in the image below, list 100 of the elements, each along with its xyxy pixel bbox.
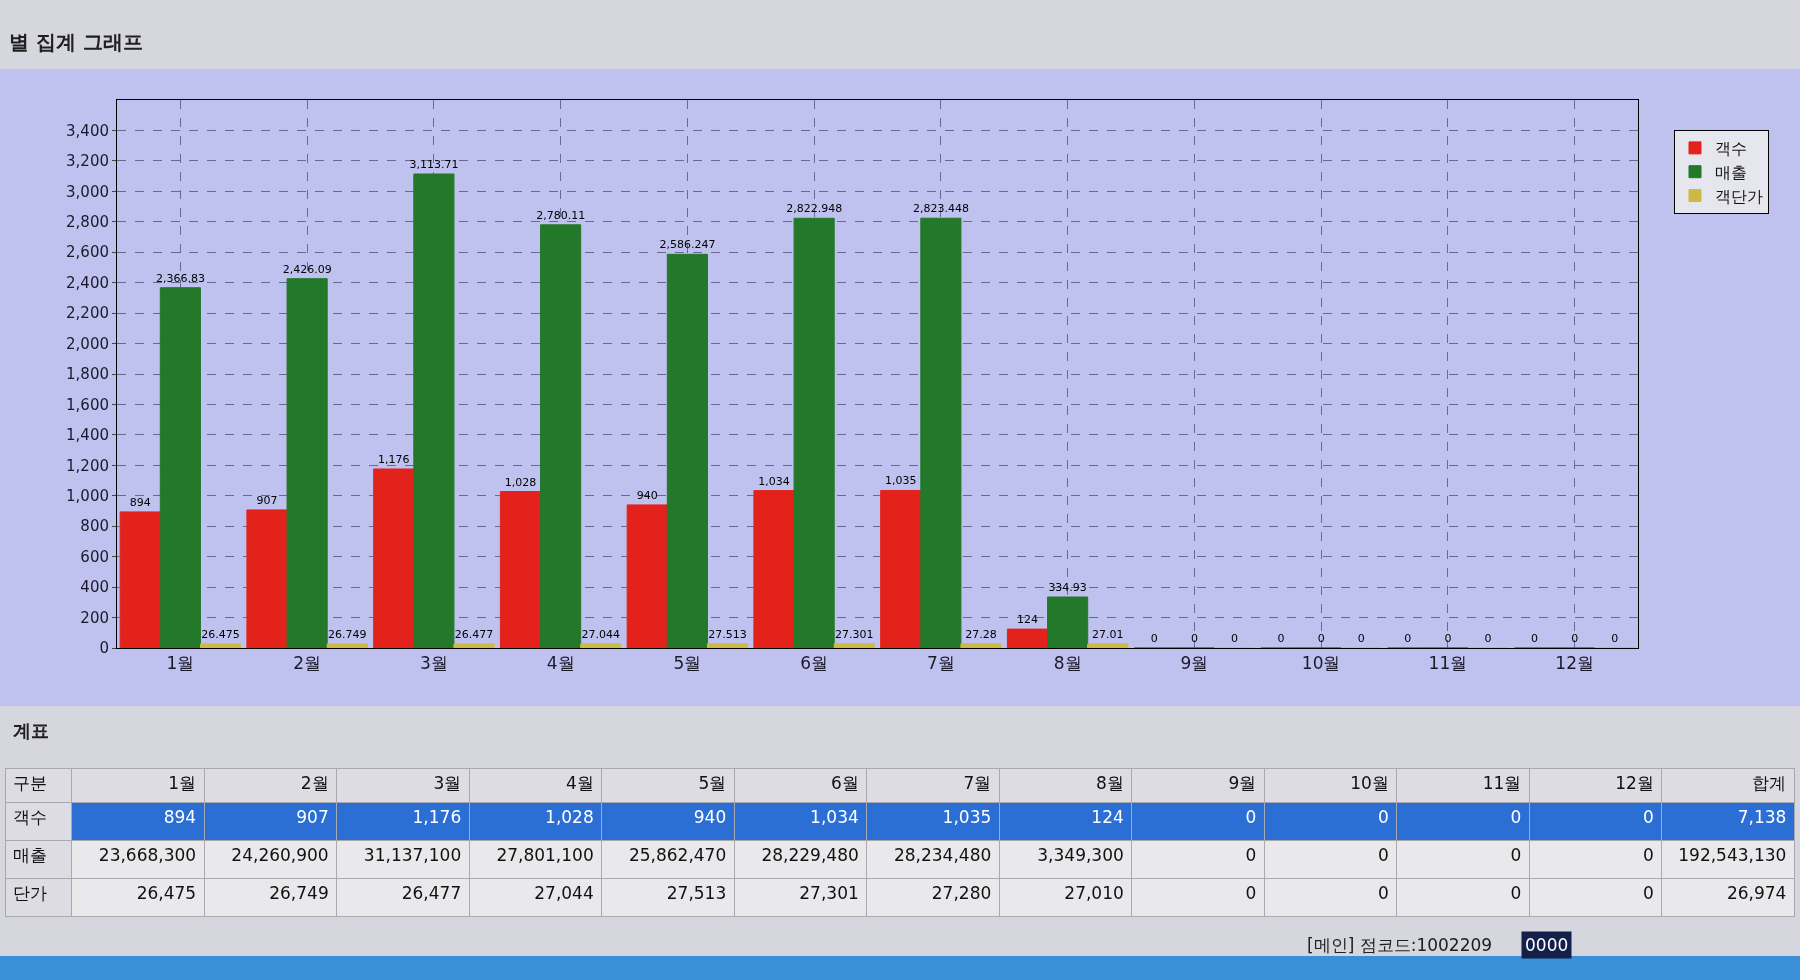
data-label: 26.749	[328, 627, 367, 641]
y-tick-label: 2,200	[66, 304, 109, 323]
x-tick-label: 9월	[1228, 772, 1257, 793]
data-label: 0	[1277, 632, 1285, 645]
y-tick-label: 600	[80, 547, 109, 566]
x-tick-label: 12월	[1555, 653, 1594, 674]
data-label: 0	[1245, 882, 1257, 903]
data-label: 894	[129, 495, 151, 509]
y-tick-label: 3,000	[66, 182, 109, 201]
text: 0000	[1525, 935, 1569, 955]
data-label: 27.01	[1092, 627, 1124, 641]
data-label: 3,349,300	[1037, 844, 1124, 865]
x-tick-label: 5월	[673, 653, 702, 674]
data-label: 0	[1510, 844, 1522, 865]
data-label: 27.28	[965, 627, 997, 641]
bar	[706, 643, 749, 648]
bar	[580, 643, 622, 648]
bar	[453, 643, 495, 648]
bar	[540, 224, 582, 648]
data-label: 124	[1016, 613, 1038, 627]
data-label: 27.513	[708, 627, 747, 641]
data-label: 26,477	[401, 882, 462, 903]
y-tick-label: 2,600	[66, 243, 109, 262]
y-tick-label: 2,800	[66, 213, 109, 232]
bar	[413, 173, 455, 648]
x-tick-label: 4월	[546, 653, 575, 674]
y-tick-label: 3,200	[66, 152, 109, 171]
data-label: 2,586.247	[659, 238, 716, 252]
y-tick-label: 객수	[13, 806, 48, 827]
x-tick-label: 8월	[1095, 772, 1124, 793]
data-label: 1,028	[545, 806, 594, 827]
x-tick-label: 7월	[926, 653, 955, 674]
data-label: 3,113.71	[409, 158, 459, 172]
data-label: 24,260,900	[231, 844, 329, 865]
bar	[159, 287, 201, 648]
data-label: 27,801,100	[496, 844, 594, 865]
x-tick-label: 4월	[565, 772, 594, 793]
data-label: 0	[1444, 632, 1452, 645]
bar	[373, 468, 415, 648]
data-label: 28,234,480	[893, 844, 992, 865]
chart-title: 별 집계 그래프	[9, 30, 143, 54]
data-label: 0	[1404, 632, 1412, 645]
data-label: 26,974	[1726, 882, 1787, 903]
y-tick-label: 1,200	[66, 456, 109, 475]
text: [메인] 점코드:1002209	[1307, 935, 1493, 955]
data-label: 27,513	[666, 882, 727, 903]
data-label: 26.475	[201, 627, 240, 641]
data-label: 0	[1643, 882, 1654, 903]
bar	[960, 643, 1002, 648]
data-label: 907	[296, 806, 329, 827]
y-tick-label: 단가	[13, 882, 48, 903]
bar	[626, 504, 668, 648]
data-label: 26.477	[454, 627, 494, 641]
data-label: 334.93	[1048, 581, 1087, 595]
x-tick-label: 10월	[1350, 772, 1389, 793]
x-tick-label: 12월	[1615, 772, 1654, 793]
data-label: 31,137,100	[363, 844, 462, 865]
bar	[1006, 628, 1049, 648]
data-label: 1,034	[810, 806, 859, 827]
data-label: 907	[256, 493, 278, 507]
x-tick-label: 11월	[1428, 653, 1468, 674]
data-label: 27.301	[835, 627, 874, 641]
x-tick-label: 6월	[830, 772, 859, 793]
data-label: 27,280	[931, 882, 992, 903]
data-label: 0	[1378, 882, 1389, 903]
x-tick-label: 합계	[1752, 772, 1787, 793]
bar	[1047, 596, 1089, 648]
data-label: 1,035	[942, 806, 992, 827]
data-label: 0	[1510, 806, 1522, 827]
bar	[793, 217, 835, 648]
data-label: 1,176	[377, 452, 410, 466]
bar	[753, 490, 795, 648]
bar	[326, 643, 368, 648]
data-label: 124	[1091, 806, 1124, 827]
data-label: 0	[1378, 806, 1389, 827]
data-label: 940	[636, 488, 658, 502]
y-tick-label: 800	[80, 517, 109, 536]
y-tick-label: 매출	[13, 844, 48, 865]
bar	[666, 253, 708, 648]
bar	[246, 509, 288, 648]
legend-label: 매출	[1715, 162, 1747, 182]
data-label: 1,034	[758, 474, 790, 488]
y-tick-label: 1,800	[66, 365, 109, 384]
bar	[920, 217, 962, 648]
x-tick-label: 11월	[1482, 772, 1522, 793]
x-tick-label: 3월	[433, 772, 462, 793]
data-label: 28,229,480	[761, 844, 859, 865]
bar	[1087, 643, 1129, 648]
data-label: 27,301	[799, 882, 859, 903]
data-label: 192,543,130	[1678, 844, 1787, 865]
data-label: 23,668,300	[98, 844, 197, 865]
data-label: 1,035	[884, 474, 917, 488]
y-tick-label: 1,000	[66, 487, 109, 506]
data-label: 0	[1245, 844, 1257, 865]
data-label: 0	[1245, 806, 1257, 827]
x-tick-label: 8월	[1053, 653, 1082, 674]
x-tick-label: 7월	[963, 772, 992, 793]
data-label: 0	[1378, 844, 1389, 865]
x-tick-label: 5월	[698, 772, 727, 793]
data-label: 0	[1484, 632, 1492, 645]
